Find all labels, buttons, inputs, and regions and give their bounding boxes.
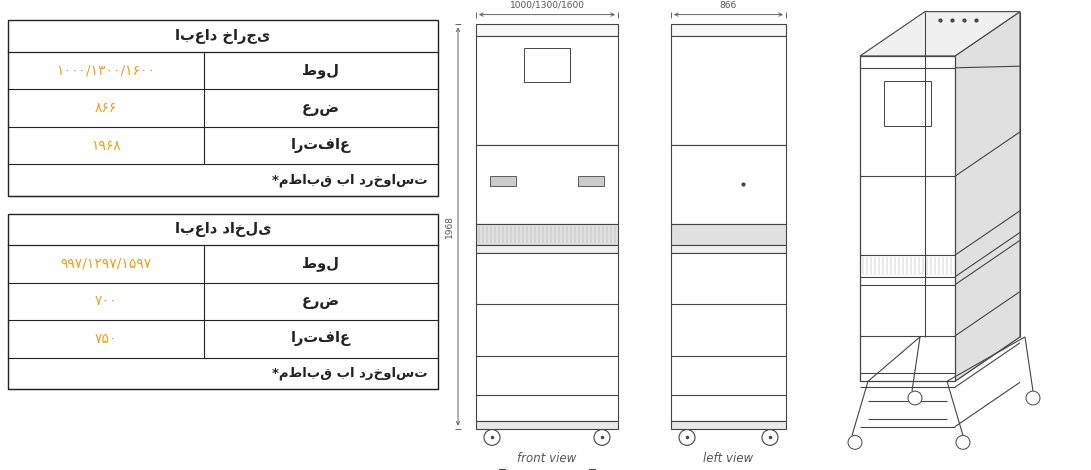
Text: ابعاد خارجی: ابعاد خارجی [176, 29, 271, 44]
Polygon shape [860, 12, 1020, 56]
Text: ۱۰۰۰/۱۳۰۰/۱۶۰۰: ۱۰۰۰/۱۳۰۰/۱۶۰۰ [57, 64, 155, 78]
Bar [490, 176, 516, 186]
Polygon shape [860, 56, 955, 381]
Polygon shape [955, 12, 1020, 381]
Bar [671, 421, 786, 429]
Text: ابعاد داخلی: ابعاد داخلی [175, 222, 272, 237]
Bar [671, 245, 786, 253]
Circle shape [956, 436, 970, 449]
Bar [671, 224, 786, 245]
Bar [8, 214, 437, 389]
Bar [578, 176, 604, 186]
Circle shape [1026, 391, 1040, 405]
Circle shape [679, 430, 695, 446]
Text: ارتفاع: ارتفاع [291, 138, 351, 153]
Text: ۷۰۰: ۷۰۰ [95, 294, 117, 308]
Bar [476, 245, 618, 253]
Bar [499, 469, 505, 470]
Bar [476, 253, 618, 421]
Text: ۱۹۶۸: ۱۹۶۸ [91, 139, 121, 153]
Bar [671, 145, 786, 224]
Bar [476, 224, 618, 245]
Text: 1000/1300/1600: 1000/1300/1600 [509, 0, 585, 10]
Text: *مطابق با درخواست: *مطابق با درخواست [273, 173, 428, 187]
Text: ۸۶۶: ۸۶۶ [95, 101, 117, 115]
Text: ۷۵۰: ۷۵۰ [95, 332, 117, 346]
Text: عرض: عرض [302, 101, 339, 116]
Polygon shape [860, 337, 1020, 381]
Text: 866: 866 [719, 0, 736, 10]
Circle shape [908, 391, 922, 405]
Text: ارتفاع: ارتفاع [291, 331, 351, 346]
Circle shape [594, 430, 610, 446]
Bar [8, 214, 437, 245]
Text: *مطابق با درخواست: *مطابق با درخواست [273, 367, 428, 380]
Bar [8, 21, 437, 196]
Bar [476, 24, 618, 36]
Bar [589, 469, 595, 470]
Bar [671, 253, 786, 421]
Bar [524, 48, 570, 82]
Bar [8, 21, 437, 52]
Text: left view: left view [703, 452, 753, 465]
Bar [671, 36, 786, 145]
Circle shape [848, 436, 862, 449]
Circle shape [484, 430, 500, 446]
Bar [476, 36, 618, 145]
Bar [884, 81, 932, 126]
Bar [476, 145, 618, 224]
Bar [671, 24, 786, 36]
Text: ۹۹۷/۱۲۹۷/۱۵۹۷: ۹۹۷/۱۲۹۷/۱۵۹۷ [60, 257, 152, 271]
Text: 1968: 1968 [445, 215, 454, 238]
Circle shape [762, 430, 778, 446]
Text: طول: طول [302, 257, 339, 272]
Text: طول: طول [302, 63, 339, 78]
Text: front view: front view [517, 452, 577, 465]
Bar [476, 421, 618, 429]
Text: عرض: عرض [302, 294, 339, 309]
